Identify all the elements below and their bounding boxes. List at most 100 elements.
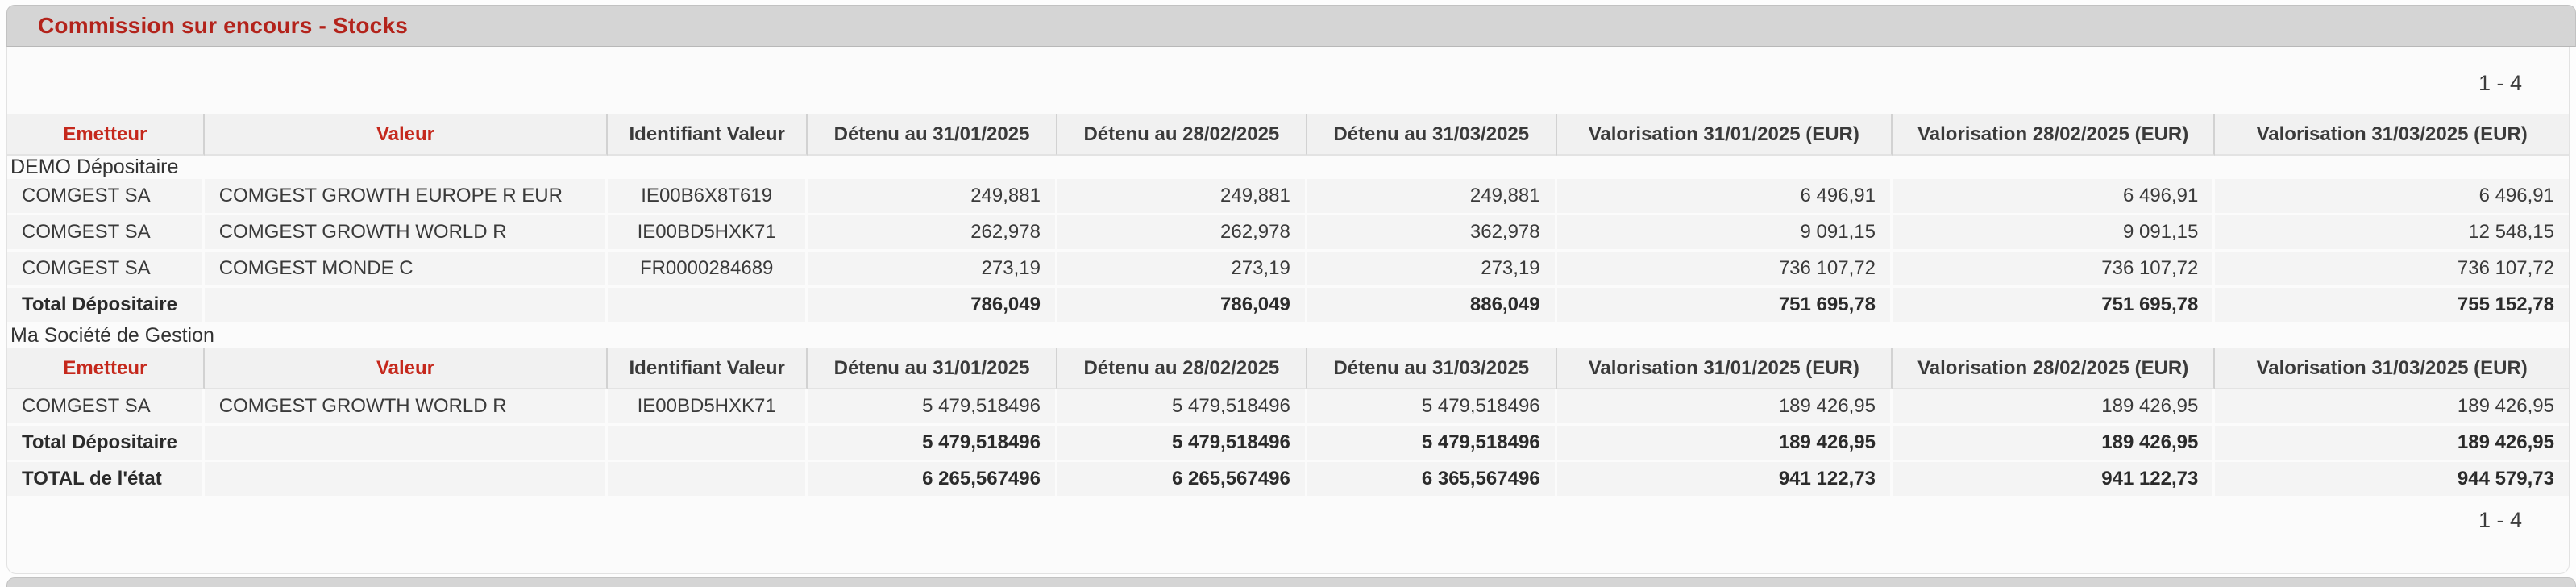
cell: 273,19 [1307, 252, 1557, 288]
column-header: Détenu au 31/01/2025 [808, 348, 1057, 389]
cell: COMGEST SA [7, 389, 205, 426]
cell: COMGEST GROWTH WORLD R [204, 389, 609, 426]
pagination-top: 1 - 4 [2478, 71, 2522, 95]
table-row: COMGEST SA COMGEST GROWTH EUROPE R EUR IE0… [7, 179, 2569, 215]
column-header: Détenu au 28/02/2025 [1057, 348, 1307, 389]
cell: COMGEST SA [7, 179, 205, 215]
section-header-bar[interactable]: Commission sur encours - Stocks [6, 5, 2576, 47]
cell: 5 479,518496 [1307, 426, 1557, 462]
cell [204, 288, 609, 324]
cell: 5 479,518496 [808, 426, 1057, 462]
report-panel: 1 - 4 Emetteur Valeur Identifiant Valeur Dé… [6, 47, 2570, 574]
column-header: Valorisation 31/03/2025 (EUR) [2215, 114, 2569, 156]
cell: 751 695,78 [1556, 288, 1893, 324]
cell: 5 479,518496 [1057, 389, 1307, 426]
cell: 786,049 [1057, 288, 1307, 324]
column-header: Valorisation 31/03/2025 (EUR) [2215, 348, 2569, 389]
cell: 755 152,78 [2215, 288, 2569, 324]
cell: COMGEST SA [7, 252, 205, 288]
cell: COMGEST GROWTH WORLD R [204, 215, 609, 252]
cell: COMGEST SA [7, 215, 205, 252]
cell: 362,978 [1307, 215, 1557, 252]
group-label-row: DEMO Dépositaire [7, 156, 2569, 179]
cell: IE00B6X8T619 [608, 179, 808, 215]
cell [608, 426, 808, 462]
cell: 273,19 [808, 252, 1057, 288]
cell: 5 479,518496 [1057, 426, 1307, 462]
cell: 941 122,73 [1892, 462, 2216, 498]
total-row: Total Dépositaire 786,049 786,049 886,049 75… [7, 288, 2569, 324]
column-header: Identifiant Valeur [608, 348, 808, 389]
cell: 941 122,73 [1556, 462, 1893, 498]
column-header: Valorisation 28/02/2025 (EUR) [1892, 114, 2216, 156]
cell: 262,978 [808, 215, 1057, 252]
grand-total-row: TOTAL de l'état 6 265,567496 6 265,567496 6… [7, 462, 2569, 498]
cell: 189 426,95 [2215, 426, 2569, 462]
cell: 262,978 [1057, 215, 1307, 252]
cell [608, 288, 808, 324]
cell [204, 426, 609, 462]
cell: 6 365,567496 [1307, 462, 1557, 498]
cell: 5 479,518496 [1307, 389, 1557, 426]
column-header: Détenu au 31/03/2025 [1307, 114, 1557, 156]
cell: 786,049 [808, 288, 1057, 324]
cell: 6 265,567496 [808, 462, 1057, 498]
cell: 5 479,518496 [808, 389, 1057, 426]
cell: 273,19 [1057, 252, 1307, 288]
column-header: Emetteur [7, 348, 205, 389]
cell: 189 426,95 [1892, 426, 2216, 462]
column-header: Identifiant Valeur [608, 114, 808, 156]
cell: Total Dépositaire [7, 426, 205, 462]
header-row: Emetteur Valeur Identifiant Valeur Détenu a… [7, 114, 2569, 156]
cell: 736 107,72 [2215, 252, 2569, 288]
cell: 249,881 [1057, 179, 1307, 215]
cell: TOTAL de l'état [7, 462, 205, 498]
cell [608, 462, 808, 498]
cell: 189 426,95 [1892, 389, 2216, 426]
cell: Total Dépositaire [7, 288, 205, 324]
section-title: Commission sur encours - Stocks [38, 13, 408, 38]
column-header: Détenu au 28/02/2025 [1057, 114, 1307, 156]
group-label: DEMO Dépositaire [10, 156, 179, 178]
total-row: Total Dépositaire 5 479,518496 5 479,51849… [7, 426, 2569, 462]
holdings-table: Emetteur Valeur Identifiant Valeur Détenu a… [7, 114, 2569, 498]
group-label: Ma Société de Gestion [10, 324, 214, 347]
table-row: COMGEST SA COMGEST GROWTH WORLD R IE00BD5H… [7, 215, 2569, 252]
cell: 189 426,95 [1556, 426, 1893, 462]
next-section-bar [6, 577, 2576, 587]
cell: 9 091,15 [1556, 215, 1893, 252]
cell: COMGEST GROWTH EUROPE R EUR [204, 179, 609, 215]
cell: FR0000284689 [608, 252, 808, 288]
header-row: Emetteur Valeur Identifiant Valeur Détenu a… [7, 348, 2569, 389]
cell: IE00BD5HXK71 [608, 389, 808, 426]
cell: IE00BD5HXK71 [608, 215, 808, 252]
cell: COMGEST MONDE C [204, 252, 609, 288]
group-label-row: Ma Société de Gestion [7, 324, 2569, 348]
column-header: Valeur [204, 114, 609, 156]
cell: 249,881 [1307, 179, 1557, 215]
column-header: Emetteur [7, 114, 205, 156]
cell: 736 107,72 [1892, 252, 2216, 288]
table-row: COMGEST SA COMGEST MONDE C FR0000284689 273… [7, 252, 2569, 288]
cell: 249,881 [808, 179, 1057, 215]
cell: 189 426,95 [1556, 389, 1893, 426]
cell: 886,049 [1307, 288, 1557, 324]
pagination-bottom: 1 - 4 [2478, 508, 2522, 532]
cell: 751 695,78 [1892, 288, 2216, 324]
column-header: Détenu au 31/03/2025 [1307, 348, 1557, 389]
cell: 736 107,72 [1556, 252, 1893, 288]
cell: 944 579,73 [2215, 462, 2569, 498]
column-header: Valorisation 31/01/2025 (EUR) [1556, 348, 1893, 389]
cell: 12 548,15 [2215, 215, 2569, 252]
cell: 189 426,95 [2215, 389, 2569, 426]
column-header: Détenu au 31/01/2025 [808, 114, 1057, 156]
cell: 6 496,91 [1892, 179, 2216, 215]
cell: 6 496,91 [1556, 179, 1893, 215]
column-header: Valeur [204, 348, 609, 389]
column-header: Valorisation 31/01/2025 (EUR) [1556, 114, 1893, 156]
cell: 6 265,567496 [1057, 462, 1307, 498]
cell: 9 091,15 [1892, 215, 2216, 252]
table-row: COMGEST SA COMGEST GROWTH WORLD R IE00BD5H… [7, 389, 2569, 426]
cell [204, 462, 609, 498]
column-header: Valorisation 28/02/2025 (EUR) [1892, 348, 2216, 389]
